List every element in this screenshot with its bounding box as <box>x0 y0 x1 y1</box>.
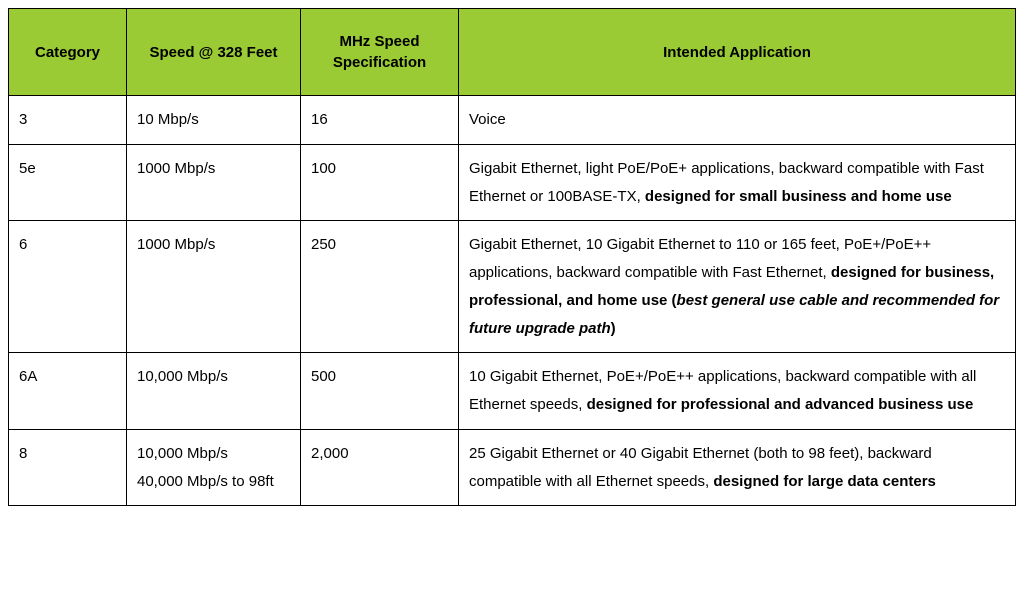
col-header-mhz: MHz Speed Specification <box>301 9 459 96</box>
cell-category: 6 <box>9 221 127 353</box>
cell-speed: 1000 Mbp/s <box>127 144 301 221</box>
cable-category-table: Category Speed @ 328 Feet MHz Speed Spec… <box>8 8 1016 506</box>
cell-mhz: 100 <box>301 144 459 221</box>
col-header-speed: Speed @ 328 Feet <box>127 9 301 96</box>
cell-category: 8 <box>9 429 127 506</box>
cell-application: 10 Gigabit Ethernet, PoE+/PoE++ applicat… <box>459 353 1016 430</box>
table-row: 6A 10,000 Mbp/s 500 10 Gigabit Ethernet,… <box>9 353 1016 430</box>
cell-speed: 1000 Mbp/s <box>127 221 301 353</box>
table-row: 6 1000 Mbp/s 250 Gigabit Ethernet, 10 Gi… <box>9 221 1016 353</box>
cell-category: 5e <box>9 144 127 221</box>
cell-application: Gigabit Ethernet, light PoE/PoE+ applica… <box>459 144 1016 221</box>
cell-mhz: 500 <box>301 353 459 430</box>
cell-application: Gigabit Ethernet, 10 Gigabit Ethernet to… <box>459 221 1016 353</box>
cell-category: 3 <box>9 96 127 145</box>
table-row: 8 10,000 Mbp/s40,000 Mbp/s to 98ft 2,000… <box>9 429 1016 506</box>
cell-application: 25 Gigabit Ethernet or 40 Gigabit Ethern… <box>459 429 1016 506</box>
col-header-category: Category <box>9 9 127 96</box>
cell-speed: 10 Mbp/s <box>127 96 301 145</box>
table-header: Category Speed @ 328 Feet MHz Speed Spec… <box>9 9 1016 96</box>
col-header-application: Intended Application <box>459 9 1016 96</box>
table-row: 3 10 Mbp/s 16 Voice <box>9 96 1016 145</box>
cell-application: Voice <box>459 96 1016 145</box>
cell-category: 6A <box>9 353 127 430</box>
cell-mhz: 16 <box>301 96 459 145</box>
cell-speed: 10,000 Mbp/s <box>127 353 301 430</box>
cell-mhz: 2,000 <box>301 429 459 506</box>
cell-mhz: 250 <box>301 221 459 353</box>
cell-speed: 10,000 Mbp/s40,000 Mbp/s to 98ft <box>127 429 301 506</box>
table-row: 5e 1000 Mbp/s 100 Gigabit Ethernet, ligh… <box>9 144 1016 221</box>
